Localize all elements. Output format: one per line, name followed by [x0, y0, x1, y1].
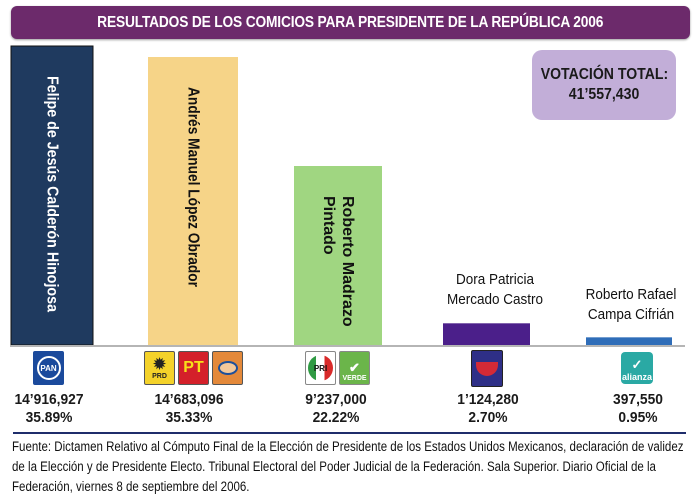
vote-count: 1’124,280 [457, 391, 519, 408]
bar-madrazo [294, 166, 382, 345]
vote-percent: 0.95% [618, 409, 658, 426]
bar-chart: Felipe de Jesús Calderón Hinojosa Andrés … [10, 45, 672, 345]
chart-title: RESULTADOS DE LOS COMICIOS PARA PRESIDEN… [97, 13, 604, 31]
total-votes-label: VOTACIÓN TOTAL: [540, 66, 668, 83]
result-madrazo: 9’237,000 22.22% [271, 391, 401, 427]
result-campa: 397,550 0.95% [573, 391, 700, 427]
bar-mercado [443, 323, 530, 345]
candidate-name-line: Mercado Castro [446, 291, 544, 308]
vote-count: 14’916,927 [14, 391, 84, 408]
vote-count: 9’237,000 [305, 391, 367, 408]
bar-lopez [148, 57, 238, 345]
bar-campa [586, 337, 672, 345]
pan-logo-icon: PAN [33, 351, 64, 385]
vote-percent: 22.22% [312, 409, 360, 426]
party-logos-calderon: PAN [33, 351, 64, 385]
bar-calderon [10, 45, 94, 345]
vote-count: 397,550 [613, 391, 663, 408]
candidate-label-campa: Roberto Rafael Campa Cifrián [573, 285, 690, 325]
alternativa-logo-icon [471, 350, 503, 387]
separator-line [13, 432, 686, 434]
bar-label-calderon: Felipe de Jesús Calderón Hinojosa [44, 76, 61, 312]
convergencia-logo-icon [212, 351, 243, 385]
total-votes-box: VOTACIÓN TOTAL: 41’557,430 [532, 50, 676, 120]
verde-logo-icon: ✔ VERDE [339, 351, 370, 385]
vote-percent: 35.89% [25, 409, 73, 426]
pt-logo-icon: PT [178, 351, 209, 385]
bar-label-madrazo: Pintado [320, 196, 337, 255]
result-mercado: 1’124,280 2.70% [423, 391, 553, 427]
result-lopez: 14’683,096 35.33% [124, 391, 254, 427]
source-note: Fuente: Dictamen Relativo al Cómputo Fin… [12, 439, 684, 494]
candidate-name-line: Campa Cifrián [587, 306, 675, 323]
vote-count: 14’683,096 [154, 391, 224, 408]
bar-label-lopez: Andrés Manuel López Obrador [185, 87, 202, 287]
vote-percent: 35.33% [165, 409, 213, 426]
prd-logo-icon: ✹ PRD [144, 351, 175, 385]
result-calderon: 14’916,927 35.89% [0, 391, 114, 427]
vote-percent: 2.70% [468, 409, 508, 426]
pri-logo-icon: PRI [305, 351, 336, 385]
chart-title-bar: RESULTADOS DE LOS COMICIOS PARA PRESIDEN… [11, 6, 690, 39]
candidate-name-line: Dora Patricia [455, 271, 535, 288]
party-logos-campa: ✓ alianza [621, 352, 653, 384]
candidate-label-mercado: Dora Patricia Mercado Castro [432, 270, 558, 310]
party-logos-lopez: ✹ PRD PT [144, 351, 243, 385]
party-logos-mercado [471, 350, 503, 387]
total-votes-value: 41’557,430 [568, 86, 640, 103]
chart-baseline [10, 345, 685, 347]
candidate-name-line: Roberto Rafael [585, 286, 677, 303]
bar-label-madrazo: Roberto Madrazo [339, 196, 356, 327]
party-logos-madrazo: PRI ✔ VERDE [305, 351, 370, 385]
alianza-logo-icon: ✓ alianza [621, 352, 653, 384]
